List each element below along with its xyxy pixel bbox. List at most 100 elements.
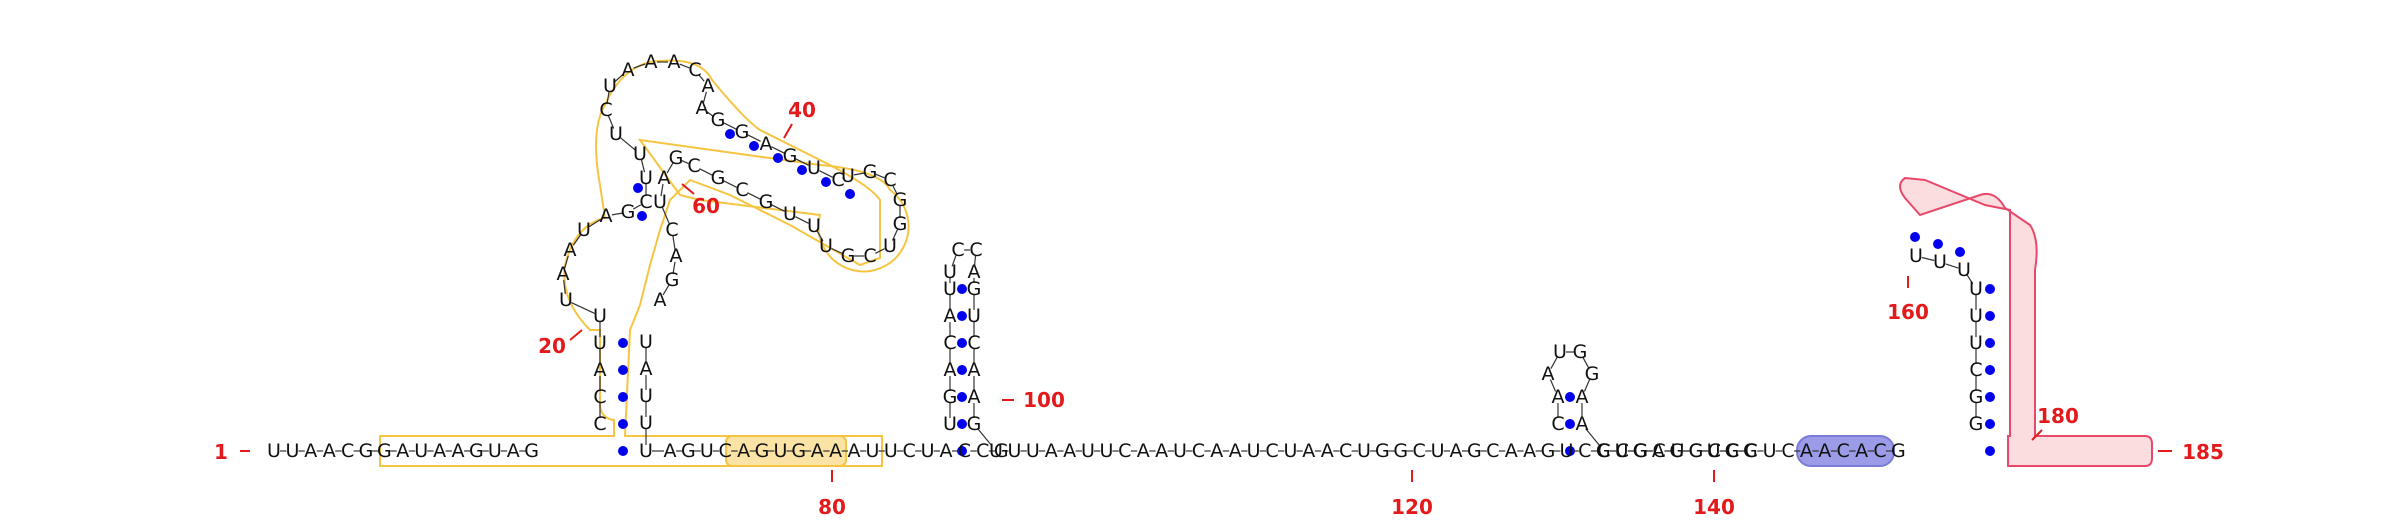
nucleotide: G xyxy=(621,201,636,223)
number-tick xyxy=(682,184,694,194)
nucleotide: A xyxy=(640,358,653,380)
nucleotide: C xyxy=(1413,440,1426,462)
base-pair-dot xyxy=(618,392,628,402)
base-pair-dot xyxy=(821,177,831,187)
nucleotide: C xyxy=(665,219,678,241)
base-pair-dot xyxy=(957,311,967,321)
nucleotide: A xyxy=(1523,440,1536,462)
base-pair-dot xyxy=(957,338,967,348)
nucleotide: A xyxy=(702,75,715,97)
nucleotide: A xyxy=(664,440,677,462)
base-pair-dot xyxy=(749,141,759,151)
nucleotide: U xyxy=(1026,440,1040,462)
nucleotide: A xyxy=(944,359,957,381)
nucleotide: A xyxy=(1302,440,1315,462)
number-tick xyxy=(570,330,582,340)
nucleotide: C xyxy=(593,386,606,408)
position-number: 180 xyxy=(2037,404,2079,428)
nucleotide: U xyxy=(884,440,898,462)
nucleotide: G xyxy=(735,121,750,143)
nucleotide: C xyxy=(1653,440,1666,462)
nucleotide: A xyxy=(1063,440,1076,462)
nucleotide: C xyxy=(593,413,606,435)
nucleotide: A xyxy=(1210,440,1223,462)
nucleotide: A xyxy=(1552,386,1565,408)
nucleotide: A xyxy=(645,51,658,73)
nucleotide: A xyxy=(433,440,446,462)
base-pair-dot xyxy=(1565,419,1575,429)
nucleotide: C xyxy=(1551,413,1564,435)
nucleotide: U xyxy=(488,440,502,462)
nucleotide: C xyxy=(735,179,748,201)
nucleotide: U xyxy=(577,219,591,241)
nucleotide: U xyxy=(1081,440,1095,462)
nucleotide: U xyxy=(807,157,821,179)
nucleotide: U xyxy=(1173,440,1187,462)
nucleotide: A xyxy=(1137,440,1150,462)
nucleotide: C xyxy=(688,59,701,81)
nucleotide: C xyxy=(639,191,652,213)
nucleotide: A xyxy=(968,359,981,381)
nucleotide: C xyxy=(1192,440,1205,462)
nucleotide: G xyxy=(469,440,484,462)
nucleotide: C xyxy=(1781,440,1794,462)
position-number: 140 xyxy=(1693,495,1735,519)
base-pair-dot xyxy=(773,153,783,163)
nucleotide: G xyxy=(841,245,856,267)
nucleotide: C xyxy=(341,440,354,462)
nucleotide: U xyxy=(841,165,855,187)
nucleotide: C xyxy=(1726,440,1739,462)
nucleotide: G xyxy=(755,440,770,462)
nucleotide: U xyxy=(1007,440,1021,462)
nucleotide: A xyxy=(829,440,842,462)
nucleotide: A xyxy=(304,440,317,462)
nucleotide: U xyxy=(593,332,607,354)
nucleotide: A xyxy=(452,440,465,462)
position-number: 20 xyxy=(538,334,566,358)
nucleotide: U xyxy=(639,440,653,462)
nucleotide: U xyxy=(1247,440,1261,462)
position-number: 160 xyxy=(1887,300,1929,324)
nucleotide: U xyxy=(967,305,981,327)
nucleotide: U xyxy=(633,143,647,165)
nucleotide: U xyxy=(783,203,797,225)
position-number: 100 xyxy=(1023,388,1065,412)
nucleotide: A xyxy=(557,263,570,285)
nucleotide: C xyxy=(883,169,896,191)
nucleotide: G xyxy=(1573,341,1588,363)
nucleotide: A xyxy=(811,440,824,462)
nucleotide: G xyxy=(943,386,958,408)
nucleotide: A xyxy=(654,289,667,311)
nucleotide: A xyxy=(944,305,957,327)
nucleotide: C xyxy=(1118,440,1131,462)
nucleotide: C xyxy=(967,332,980,354)
base-pair-dot xyxy=(618,419,628,429)
base-pair-dot xyxy=(957,392,967,402)
nucleotide: C xyxy=(943,332,956,354)
nucleotide: A xyxy=(1321,440,1334,462)
nucleotide: A xyxy=(1576,386,1589,408)
nucleotide: A xyxy=(396,440,409,462)
nucleotide: U xyxy=(603,75,617,97)
nucleotide: U xyxy=(819,235,833,257)
nucleotide: A xyxy=(507,440,520,462)
nucleotide: U xyxy=(609,123,623,145)
nucleotide: A xyxy=(622,59,635,81)
nucleotide: U xyxy=(865,440,879,462)
base-pair-dot xyxy=(1985,446,1995,456)
nucleotide: U xyxy=(1283,440,1297,462)
nucleotide: C xyxy=(1873,440,1886,462)
nucleotide: C xyxy=(863,245,876,267)
position-number: 80 xyxy=(818,495,846,519)
nucleotide: U xyxy=(943,413,957,435)
base-pair-dot xyxy=(1985,365,1995,375)
nucleotide: U xyxy=(1553,341,1567,363)
nucleotide: G xyxy=(681,440,696,462)
nucleotide: C xyxy=(719,440,732,462)
nucleotide: U xyxy=(989,440,1003,462)
nucleotide: A xyxy=(323,440,336,462)
nucleotide: G xyxy=(783,145,798,167)
nucleotide: U xyxy=(1957,259,1971,281)
nucleotide: G xyxy=(1541,440,1556,462)
